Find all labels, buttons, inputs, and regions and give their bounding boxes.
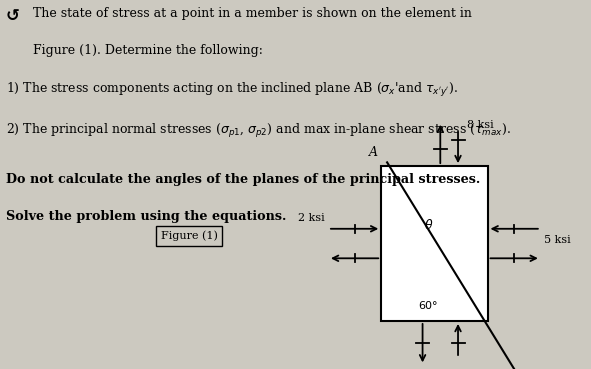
Text: 1) The stress components acting on the inclined plane AB ($\sigma_{x}$'and $\tau: 1) The stress components acting on the i… [6,81,457,99]
Text: Figure (1). Determine the following:: Figure (1). Determine the following: [33,44,262,57]
Text: $\theta$: $\theta$ [424,218,433,232]
Text: The state of stress at a point in a member is shown on the element in: The state of stress at a point in a memb… [33,7,472,20]
Text: Do not calculate the angles of the planes of the principal stresses.: Do not calculate the angles of the plane… [6,173,480,186]
Text: 5 ksi: 5 ksi [544,235,570,245]
Text: A: A [369,146,378,159]
Text: Solve the problem using the equations.: Solve the problem using the equations. [6,210,286,223]
Text: 8 ksi: 8 ksi [467,120,493,131]
Text: 2 ksi: 2 ksi [298,213,325,223]
Text: 2) The principal normal stresses ($\sigma_{p1}$, $\sigma_{p2}$) and max in-plane: 2) The principal normal stresses ($\sigm… [6,122,511,140]
Text: Figure (1): Figure (1) [161,231,217,241]
Text: ↺: ↺ [6,7,20,25]
Text: 60°: 60° [419,301,438,311]
